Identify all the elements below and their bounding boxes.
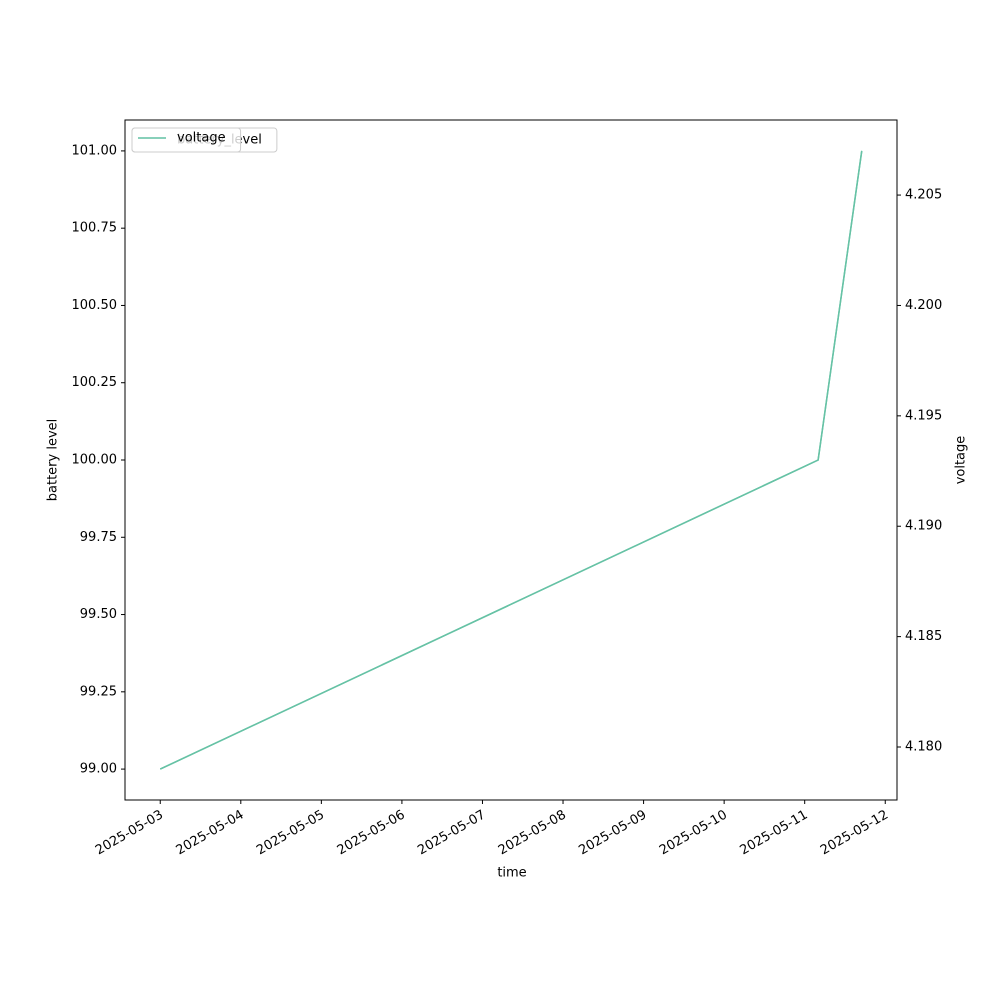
- y-tick-label: 100.25: [72, 375, 118, 390]
- y2-tick-label: 4.205: [905, 188, 942, 203]
- x-axis-label: time: [497, 866, 526, 881]
- y-tick-label: 99.50: [80, 607, 117, 622]
- axes-frame: [124, 119, 898, 801]
- y2-tick-label: 4.185: [905, 629, 942, 644]
- y-tick-label: 100.50: [72, 298, 118, 313]
- y2-tick-label: 4.190: [905, 519, 942, 534]
- y2-tick-label: 4.180: [905, 740, 942, 755]
- y-tick-label: 100.75: [72, 221, 118, 236]
- legend-box: [131, 127, 242, 153]
- y-tick-label: 99.00: [80, 762, 117, 777]
- y-tick-label: 99.25: [80, 684, 117, 699]
- y2-tick-label: 4.200: [905, 298, 942, 313]
- y-tick-label: 101.00: [72, 143, 118, 158]
- legend-label: voltage: [177, 131, 226, 146]
- y-axis-label: battery level: [46, 419, 61, 502]
- y2-tick-label: 4.195: [905, 408, 942, 423]
- line: [159, 150, 863, 770]
- y-tick-label: 99.75: [80, 530, 117, 545]
- y2-axis-label: voltage: [954, 436, 969, 485]
- y-tick-label: 100.00: [72, 453, 118, 468]
